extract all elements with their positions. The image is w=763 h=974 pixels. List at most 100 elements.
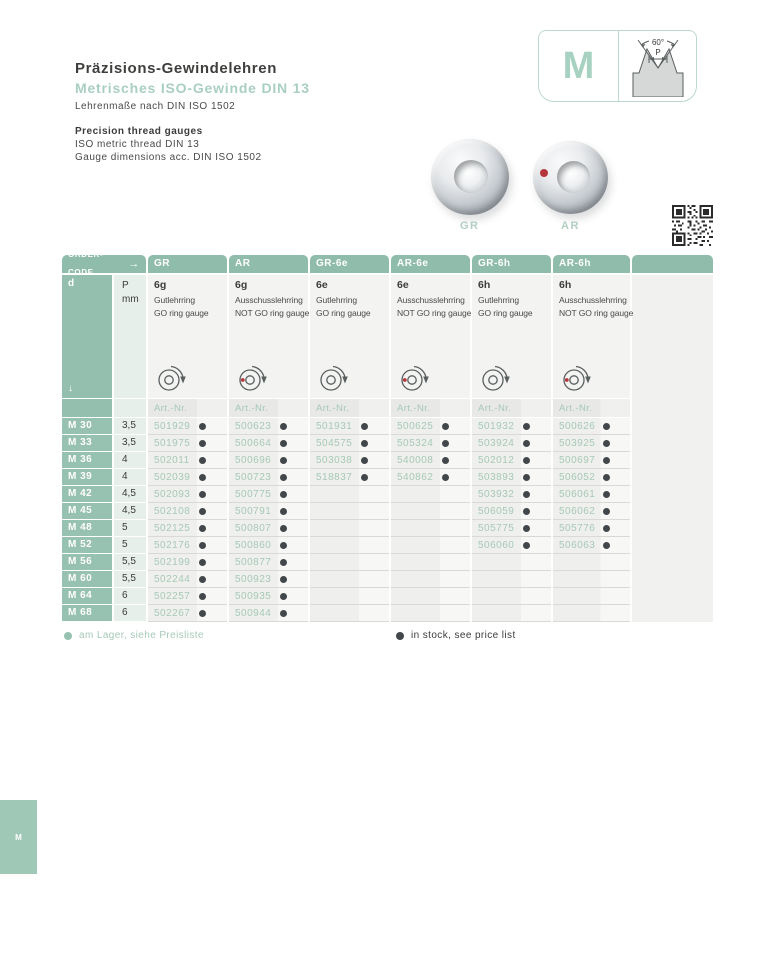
stock-dot xyxy=(199,439,207,447)
pitch-cell: 6 xyxy=(114,588,146,605)
art-nr-label: Art.-Nr. xyxy=(235,403,269,414)
art-nr-cell: 505324 xyxy=(391,435,470,452)
art-nr-cell: 502257 xyxy=(148,588,227,605)
tolerance-class: 6g xyxy=(235,279,248,291)
art-nr-value: 502176 xyxy=(154,539,191,551)
art-nr-label: Art.-Nr. xyxy=(154,403,188,414)
stock-dot xyxy=(280,473,288,481)
art-nr-cell: 503038 xyxy=(310,452,389,469)
stock-dot xyxy=(199,592,207,600)
art-nr-cell: 518837 xyxy=(310,469,389,486)
thread-type-badge: M 60° P xyxy=(538,30,697,102)
art-nr-cell: 502108 xyxy=(148,503,227,520)
art-nr-cell xyxy=(310,503,389,520)
pitch-header-line1: P xyxy=(122,280,129,291)
art-nr-value: 540008 xyxy=(397,454,434,466)
gauge-name-en: NOT GO ring gauge xyxy=(397,307,472,318)
stock-dot xyxy=(603,524,611,532)
down-arrow-icon: ↓ xyxy=(68,383,73,394)
art-nr-value: 506059 xyxy=(478,505,515,517)
pitch-cell: 5,5 xyxy=(114,571,146,588)
art-nr-cell: 500807 xyxy=(229,520,308,537)
stock-dot xyxy=(603,439,611,447)
title-en: Precision thread gauges xyxy=(75,126,203,137)
art-nr-cell: 502244 xyxy=(148,571,227,588)
gauge-name-de: Gutlehrring xyxy=(316,295,357,305)
column-header-GR-6e: GR-6e xyxy=(310,255,389,273)
art-nr-value: 500625 xyxy=(397,420,434,432)
art-nr-cell xyxy=(472,588,551,605)
art-nr-value: 503924 xyxy=(478,437,515,449)
column-desc-AR: 6g Ausschusslehrring NOT GO ring gauge xyxy=(229,275,309,398)
stock-dot xyxy=(523,439,531,447)
art-nr-value: 500923 xyxy=(235,573,272,585)
stock-dot xyxy=(603,490,611,498)
tolerance-class: 6e xyxy=(397,279,409,291)
angle-label: 60° xyxy=(651,38,663,47)
art-nr-cell xyxy=(391,605,470,622)
notgo-ring-icon xyxy=(401,365,429,391)
art-nr-band-GR: Art.-Nr. xyxy=(148,398,227,418)
art-nr-cell: 500860 xyxy=(229,537,308,554)
art-nr-cell: 506061 xyxy=(553,486,630,503)
legend-en-text: in stock, see price list xyxy=(411,630,516,641)
stock-dot xyxy=(361,473,369,481)
art-nr-value: 500775 xyxy=(235,488,272,500)
notgo-ring-icon xyxy=(239,365,267,391)
art-nr-cell: 503932 xyxy=(472,486,551,503)
stock-dot xyxy=(199,490,207,498)
art-nr-cell: 500623 xyxy=(229,418,308,435)
stock-dot xyxy=(442,456,450,464)
column-desc-GR: 6g Gutlehrring GO ring gauge xyxy=(148,275,227,398)
stock-dot xyxy=(280,524,288,532)
pitch-cell: 5 xyxy=(114,520,146,537)
stock-dot xyxy=(523,473,531,481)
stock-dot xyxy=(603,473,611,481)
art-nr-value: 502125 xyxy=(154,522,191,534)
gauge-name-en: GO ring gauge xyxy=(478,307,533,318)
art-nr-value: 502199 xyxy=(154,556,191,568)
art-nr-value: 503893 xyxy=(478,471,515,483)
thread-profile-icon: 60° P xyxy=(618,31,696,101)
art-nr-cell: 500625 xyxy=(391,418,470,435)
stock-dot xyxy=(442,439,450,447)
stock-dot xyxy=(199,473,207,481)
art-nr-cell xyxy=(472,554,551,571)
row-label-M68: M 68 xyxy=(62,605,112,622)
art-nr-cell xyxy=(310,571,389,588)
notgo-red-mark xyxy=(540,169,548,177)
stock-dot xyxy=(199,558,207,566)
art-nr-band-label-cell xyxy=(62,398,112,418)
art-nr-value: 500696 xyxy=(235,454,272,466)
art-nr-cell: 540862 xyxy=(391,469,470,486)
art-nr-cell: 501931 xyxy=(310,418,389,435)
gauge-name-de: Gutlehrring xyxy=(478,295,519,305)
art-nr-value: 506060 xyxy=(478,539,515,551)
art-nr-cell: 500664 xyxy=(229,435,308,452)
row-label-M52: M 52 xyxy=(62,537,112,554)
art-nr-value: 505776 xyxy=(559,522,596,534)
art-nr-cell xyxy=(310,605,389,622)
tolerance-class: 6g xyxy=(154,279,167,291)
art-nr-cell: 500944 xyxy=(229,605,308,622)
stock-dot xyxy=(199,422,207,430)
order-code-header: ORDER-CODE → xyxy=(62,255,146,273)
art-nr-band-GR-6h: Art.-Nr. xyxy=(472,398,551,418)
art-nr-band-AR-6h: Art.-Nr. xyxy=(553,398,630,418)
art-nr-value: 506052 xyxy=(559,471,596,483)
art-nr-cell: 502199 xyxy=(148,554,227,571)
art-nr-cell xyxy=(472,605,551,622)
tolerance-class: 6h xyxy=(478,279,491,291)
go-ring-bore xyxy=(454,160,488,193)
column-header-label: GR-6e xyxy=(316,258,348,269)
art-nr-cell: 500696 xyxy=(229,452,308,469)
metric-letter: M xyxy=(562,44,595,87)
stock-dot xyxy=(603,422,611,430)
art-nr-band-GR-6e: Art.-Nr. xyxy=(310,398,389,418)
notgo-ring-gauge-photo xyxy=(533,141,608,214)
gauge-name-de: Ausschusslehrring xyxy=(559,295,627,305)
stock-dot xyxy=(280,422,288,430)
art-nr-value: 505324 xyxy=(397,437,434,449)
